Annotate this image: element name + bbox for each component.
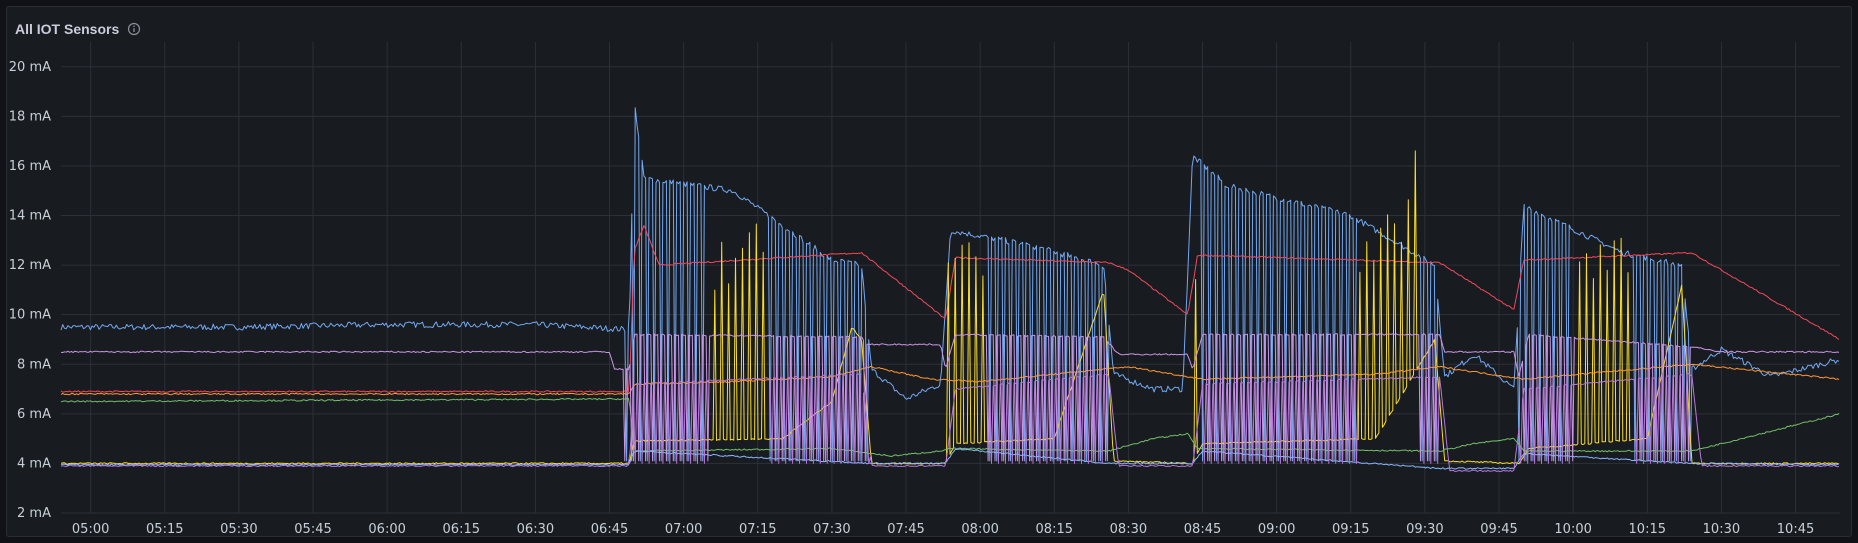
- x-tick-label: 06:30: [517, 522, 554, 537]
- x-tick-label: 09:15: [1332, 522, 1369, 537]
- x-tick-label: 08:00: [961, 522, 998, 537]
- x-tick-label: 08:45: [1184, 522, 1221, 537]
- series-line: [60, 397, 1840, 457]
- series-line: [60, 373, 1839, 473]
- x-tick-label: 08:30: [1110, 522, 1147, 537]
- series-line: [60, 150, 1840, 465]
- y-tick-label: 4 mA: [17, 456, 51, 471]
- y-tick-label: 8 mA: [17, 357, 51, 372]
- x-tick-label: 06:45: [591, 522, 628, 537]
- x-tick-label: 06:00: [368, 522, 405, 537]
- x-tick-label: 08:15: [1036, 522, 1073, 537]
- y-tick-label: 20 mA: [9, 60, 51, 75]
- y-tick-label: 16 mA: [9, 159, 51, 174]
- x-tick-label: 10:45: [1777, 522, 1814, 537]
- x-tick-label: 05:45: [294, 522, 331, 537]
- x-tick-label: 10:15: [1629, 522, 1666, 537]
- info-circle-icon[interactable]: [127, 22, 141, 36]
- panel-title: All IOT Sensors: [15, 21, 120, 37]
- x-tick-label: 05:30: [220, 522, 257, 537]
- series-layer: [60, 107, 1840, 473]
- y-tick-label: 2 mA: [17, 506, 51, 521]
- series-line: [60, 225, 1840, 393]
- series-line: [60, 107, 1840, 462]
- x-tick-label: 05:15: [146, 522, 183, 537]
- y-tick-label: 6 mA: [17, 407, 51, 422]
- y-tick-label: 14 mA: [9, 209, 51, 224]
- y-tick-label: 18 mA: [9, 109, 51, 124]
- x-tick-label: 07:15: [739, 522, 776, 537]
- x-tick-label: 10:30: [1703, 522, 1740, 537]
- series-line: [60, 333, 1840, 462]
- x-axis: 05:00 05:15 05:30 05:45 06:00 06:15 06:30 06:45…: [72, 522, 1814, 537]
- x-tick-label: 07:00: [665, 522, 702, 537]
- panel-header: All IOT Sensors: [15, 15, 141, 43]
- series-line: [60, 448, 1840, 470]
- x-tick-label: 06:15: [443, 522, 480, 537]
- x-tick-label: 09:30: [1406, 522, 1443, 537]
- x-tick-label: 07:30: [813, 522, 850, 537]
- x-tick-label: 09:00: [1258, 522, 1295, 537]
- y-axis: 2 mA 4 mA 6 mA 8 mA 10 mA 12 mA 14 mA 16 mA 18 m…: [9, 60, 51, 521]
- y-tick-label: 12 mA: [9, 258, 51, 273]
- x-tick-label: 05:00: [72, 522, 109, 537]
- x-tick-label: 07:45: [887, 522, 924, 537]
- x-tick-label: 10:00: [1554, 522, 1591, 537]
- y-tick-label: 10 mA: [9, 308, 51, 323]
- series-line: [60, 363, 1840, 396]
- x-tick-label: 09:45: [1480, 522, 1517, 537]
